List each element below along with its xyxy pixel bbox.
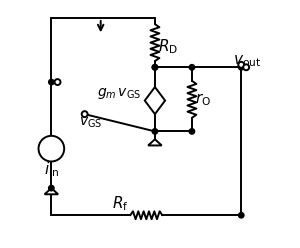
Text: $v_\mathrm{out}$: $v_\mathrm{out}$ bbox=[233, 53, 262, 69]
Circle shape bbox=[152, 64, 158, 70]
Text: $R_\mathrm{D}$: $R_\mathrm{D}$ bbox=[158, 37, 178, 56]
Circle shape bbox=[82, 111, 88, 117]
Circle shape bbox=[238, 213, 244, 218]
Text: $v_\mathrm{GS}$: $v_\mathrm{GS}$ bbox=[79, 116, 103, 130]
Circle shape bbox=[49, 186, 54, 191]
Polygon shape bbox=[148, 139, 162, 146]
Circle shape bbox=[189, 129, 195, 134]
Text: $r_\mathrm{O}$: $r_\mathrm{O}$ bbox=[195, 91, 211, 108]
Text: $i_\mathrm{in}$: $i_\mathrm{in}$ bbox=[44, 160, 59, 179]
Circle shape bbox=[189, 64, 195, 70]
Circle shape bbox=[38, 136, 64, 161]
Circle shape bbox=[152, 129, 158, 134]
Circle shape bbox=[238, 64, 244, 70]
Circle shape bbox=[238, 62, 244, 68]
Circle shape bbox=[49, 79, 54, 85]
Polygon shape bbox=[45, 188, 58, 194]
Circle shape bbox=[152, 64, 158, 70]
Polygon shape bbox=[145, 87, 165, 114]
Text: $g_m\,v_\mathrm{GS}$: $g_m\,v_\mathrm{GS}$ bbox=[97, 86, 141, 101]
Circle shape bbox=[243, 64, 249, 70]
Text: $R_\mathrm{f}$: $R_\mathrm{f}$ bbox=[112, 195, 129, 214]
Circle shape bbox=[55, 79, 61, 85]
